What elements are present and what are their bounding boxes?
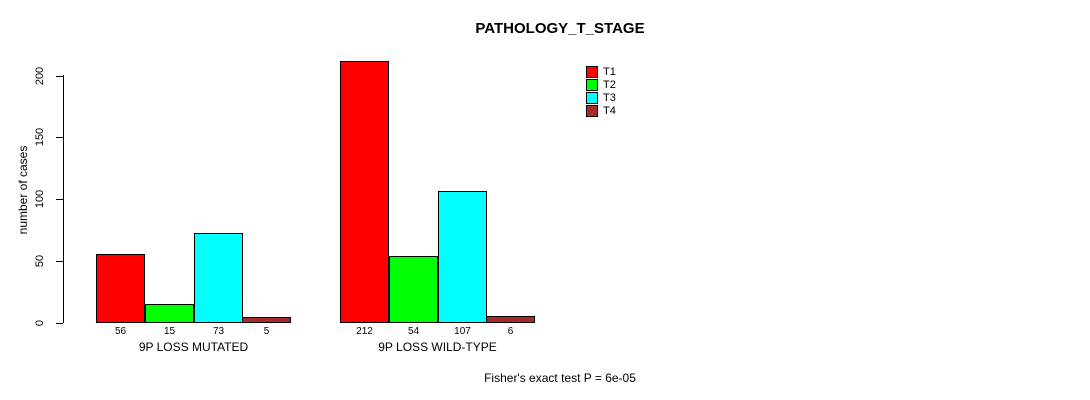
legend-swatch-t4 (586, 105, 598, 117)
y-tick-label-200: 200 (34, 66, 46, 86)
legend-label-t2: T2 (603, 79, 616, 91)
bar-value-t1-9p-loss-wild-type: 212 (356, 326, 373, 337)
bar-value-t4-9p-loss-wild-type: 6 (507, 326, 514, 337)
category-label-9p-loss-wild-type: 9P LOSS WILD-TYPE (378, 340, 497, 354)
bar-t3-9p-loss-wild-type (438, 191, 487, 323)
bar-value-t2-9p-loss-mutated: 15 (163, 326, 176, 337)
legend-item-t2: T2 (586, 79, 616, 91)
bar-value-t3-9p-loss-wild-type: 107 (454, 326, 471, 337)
bar-t4-9p-loss-mutated (242, 317, 291, 323)
bar-t3-9p-loss-mutated (194, 233, 243, 323)
bar-t1-9p-loss-wild-type (340, 61, 389, 323)
y-tick-label-50: 50 (34, 254, 46, 268)
legend-swatch-t3 (586, 92, 598, 104)
y-tick-mark-200 (56, 76, 63, 77)
legend-item-t3: T3 (586, 92, 616, 104)
bar-value-t1-9p-loss-mutated: 56 (114, 326, 127, 337)
bar-t2-9p-loss-wild-type (389, 256, 438, 323)
y-tick-mark-0 (56, 323, 63, 324)
legend-swatch-t2 (586, 79, 598, 91)
y-tick-mark-150 (56, 137, 63, 138)
legend: T1 T2 T3 T4 (586, 66, 616, 118)
legend-item-t1: T1 (586, 66, 616, 78)
bar-t4-9p-loss-wild-type (486, 316, 535, 323)
y-tick-label-150: 150 (34, 127, 46, 147)
bar-value-t3-9p-loss-mutated: 73 (212, 326, 225, 337)
bar-t1-9p-loss-mutated (96, 254, 145, 323)
footnote-text: Fisher's exact test P = 6e-05 (484, 371, 636, 385)
legend-label-t4: T4 (603, 105, 616, 117)
category-label-9p-loss-mutated: 9P LOSS MUTATED (138, 340, 249, 354)
y-tick-mark-50 (56, 261, 63, 262)
legend-label-t1: T1 (603, 66, 616, 78)
bar-value-t4-9p-loss-mutated: 5 (263, 326, 270, 337)
bar-t2-9p-loss-mutated (145, 304, 194, 323)
y-axis-label: number of cases (16, 145, 30, 235)
bar-value-t2-9p-loss-wild-type: 54 (407, 326, 420, 337)
legend-item-t4: T4 (586, 105, 616, 117)
y-tick-label-0: 0 (34, 319, 46, 327)
y-axis-line (63, 75, 64, 323)
legend-label-t3: T3 (603, 92, 616, 104)
y-tick-label-100: 100 (34, 189, 46, 209)
chart-title: PATHOLOGY_T_STAGE (475, 20, 645, 37)
legend-swatch-t1 (586, 66, 598, 78)
y-tick-mark-100 (56, 199, 63, 200)
